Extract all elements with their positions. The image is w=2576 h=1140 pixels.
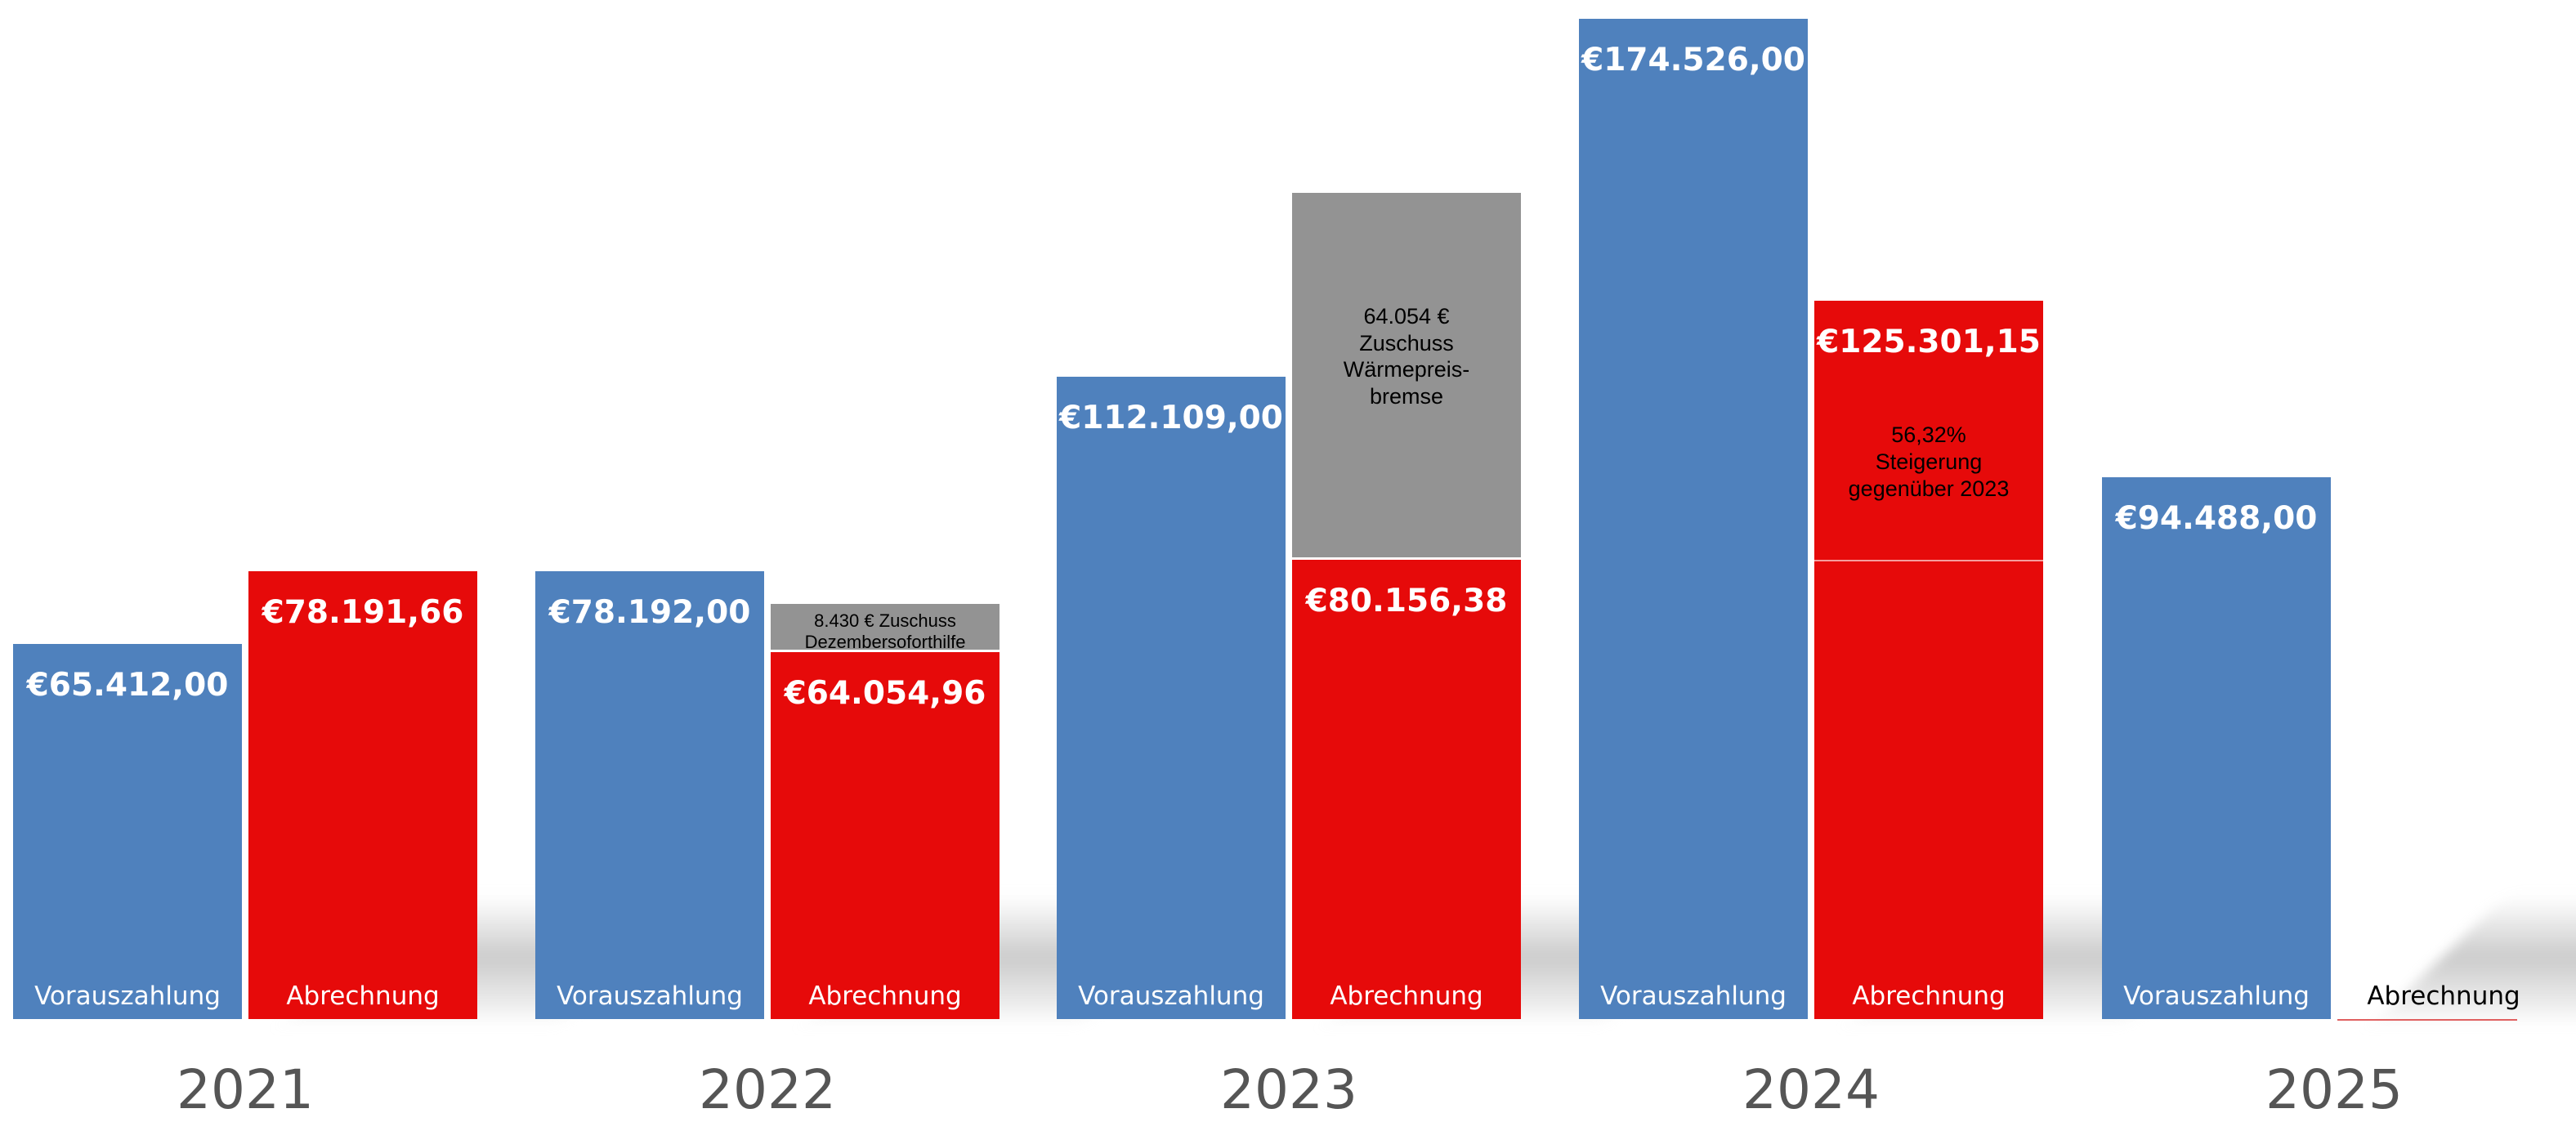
bar-label-settlement: Abrechnung xyxy=(2367,981,2520,1011)
bar-settlement-2023: 64.054 € Zuschuss Wärmepreis- bremse €80.… xyxy=(1292,192,1521,1019)
bar-advance-2025: €94.488,00 Vorauszahlung xyxy=(2102,477,2331,1019)
bar-label-settlement: Abrechnung xyxy=(808,981,962,1011)
bar-settlement-fill: €80.156,38 Abrechnung xyxy=(1292,559,1521,1019)
x-tick-label-2024: 2024 xyxy=(1742,1058,1880,1121)
bar-label-advance: Vorauszahlung xyxy=(34,981,221,1011)
bar-subsidy-2023: 64.054 € Zuschuss Wärmepreis- bremse xyxy=(1292,192,1521,557)
bar-advance-2024: €174.526,00 Vorauszahlung xyxy=(1579,19,1808,1019)
bar-advance-2023: €112.109,00 Vorauszahlung xyxy=(1057,376,1286,1019)
bar-settlement-2022: 8.430 € Zuschuss Dezembersoforthilfe €64.… xyxy=(771,603,1000,1019)
data-label-advance: €65.412,00 xyxy=(26,667,229,704)
bar-subsidy-2022: 8.430 € Zuschuss Dezembersoforthilfe xyxy=(771,603,1000,652)
data-label-settlement: €64.054,96 xyxy=(784,674,986,712)
x-tick-label-2022: 2022 xyxy=(699,1058,836,1121)
data-label-advance: €94.488,00 xyxy=(2115,500,2318,538)
bar-settlement-fill: €64.054,96 Abrechnung xyxy=(771,651,1000,1019)
bar-settlement-2021: €78.191,66 Abrechnung xyxy=(248,570,477,1019)
bar-label-advance: Vorauszahlung xyxy=(1600,981,1787,1011)
data-label-settlement: €80.156,38 xyxy=(1305,582,1508,619)
bar-advance-2022: €78.192,00 Vorauszahlung xyxy=(535,570,764,1019)
bar-label-advance: Vorauszahlung xyxy=(557,981,743,1011)
bar-settlement-2024: €125.301,15 56,32% Steigerung gegenüber 2… xyxy=(1814,301,2043,1019)
data-label-advance: €112.109,00 xyxy=(1059,399,1283,436)
increase-annotation: 56,32% Steigerung gegenüber 2023 xyxy=(1848,422,2010,502)
bar-settlement-2025: Abrechnung xyxy=(2337,970,2520,1021)
bar-advance-2021: €65.412,00 Vorauszahlung xyxy=(13,644,242,1019)
bar-label-advance: Vorauszahlung xyxy=(1078,981,1264,1011)
bar-label-settlement: Abrechnung xyxy=(1852,981,2006,1011)
reference-line-2023 xyxy=(1814,559,2043,561)
bar-settlement-fill: €125.301,15 56,32% Steigerung gegenüber 2… xyxy=(1814,301,2043,1019)
bar-label-settlement: Abrechnung xyxy=(286,981,440,1011)
x-tick-label-2025: 2025 xyxy=(2265,1058,2403,1121)
bar-label-advance: Vorauszahlung xyxy=(2123,981,2310,1011)
bar-settlement-fill: €78.191,66 Abrechnung xyxy=(248,570,477,1019)
subsidy-label: 8.430 € Zuschuss Dezembersoforthilfe xyxy=(804,610,966,653)
data-label-advance: €174.526,00 xyxy=(1581,42,1805,78)
x-tick-label-2023: 2023 xyxy=(1220,1058,1357,1121)
subsidy-label: 64.054 € Zuschuss Wärmepreis- bremse xyxy=(1343,303,1470,409)
data-label-settlement: €78.191,66 xyxy=(262,593,464,631)
x-tick-label-2021: 2021 xyxy=(177,1058,314,1121)
bar-label-settlement: Abrechnung xyxy=(1330,981,1483,1011)
data-label-advance: €78.192,00 xyxy=(548,593,751,631)
data-label-settlement: €125.301,15 xyxy=(1817,324,2041,361)
